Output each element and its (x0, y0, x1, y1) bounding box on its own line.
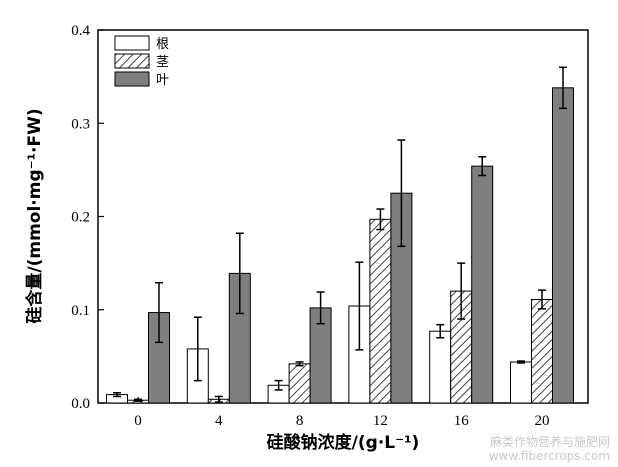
bar-hatched-8 (288, 363, 311, 404)
x-axis-title: 硅酸钠浓度/(g·L⁻¹) (267, 432, 420, 453)
bar-gray-16 (471, 165, 494, 404)
legend-swatch-hatched (114, 53, 150, 69)
y-tick-label: 0.3 (71, 116, 90, 132)
watermark-line-2: www.fibercrops.com (489, 449, 610, 463)
y-tick-label: 0.1 (71, 303, 90, 319)
legend-label-root: 根 (156, 37, 169, 52)
error-bar-group (113, 66, 567, 403)
x-tick-label: 4 (215, 413, 223, 429)
y-tick-label: 0.2 (71, 210, 90, 226)
legend-label-stem: 茎 (156, 55, 169, 70)
x-tick-label: 0 (134, 413, 142, 429)
x-tick-label: 16 (454, 413, 470, 429)
legend-swatch-white (114, 35, 150, 51)
bar-gray-20 (552, 87, 574, 404)
y-axis-ticks: 0.0 0.1 0.2 0.3 0.4 (71, 23, 104, 412)
watermark: 麻类作物营养与施肥网 www.fibercrops.com (489, 434, 610, 463)
x-tick-label: 12 (373, 413, 388, 429)
bar-hatched-20 (531, 298, 553, 404)
bar-hatched-12 (369, 218, 392, 404)
legend-label-leaf: 叶 (156, 73, 169, 88)
legend: 根 茎 叶 (114, 35, 169, 88)
bar-group (106, 87, 574, 404)
x-tick-label: 8 (296, 413, 304, 429)
y-tick-label: 0.4 (71, 23, 90, 39)
legend-swatch-gray (114, 71, 150, 87)
x-tick-label: 20 (535, 413, 550, 429)
plot-frame (97, 29, 589, 404)
y-tick-label: 0.0 (71, 396, 90, 412)
bar-white-16 (429, 330, 452, 404)
bar-white-20 (510, 361, 532, 404)
watermark-line-1: 麻类作物营养与施肥网 (490, 434, 610, 449)
y-axis-title: 硅含量/(mmol·mg⁻¹·FW) (24, 108, 45, 323)
